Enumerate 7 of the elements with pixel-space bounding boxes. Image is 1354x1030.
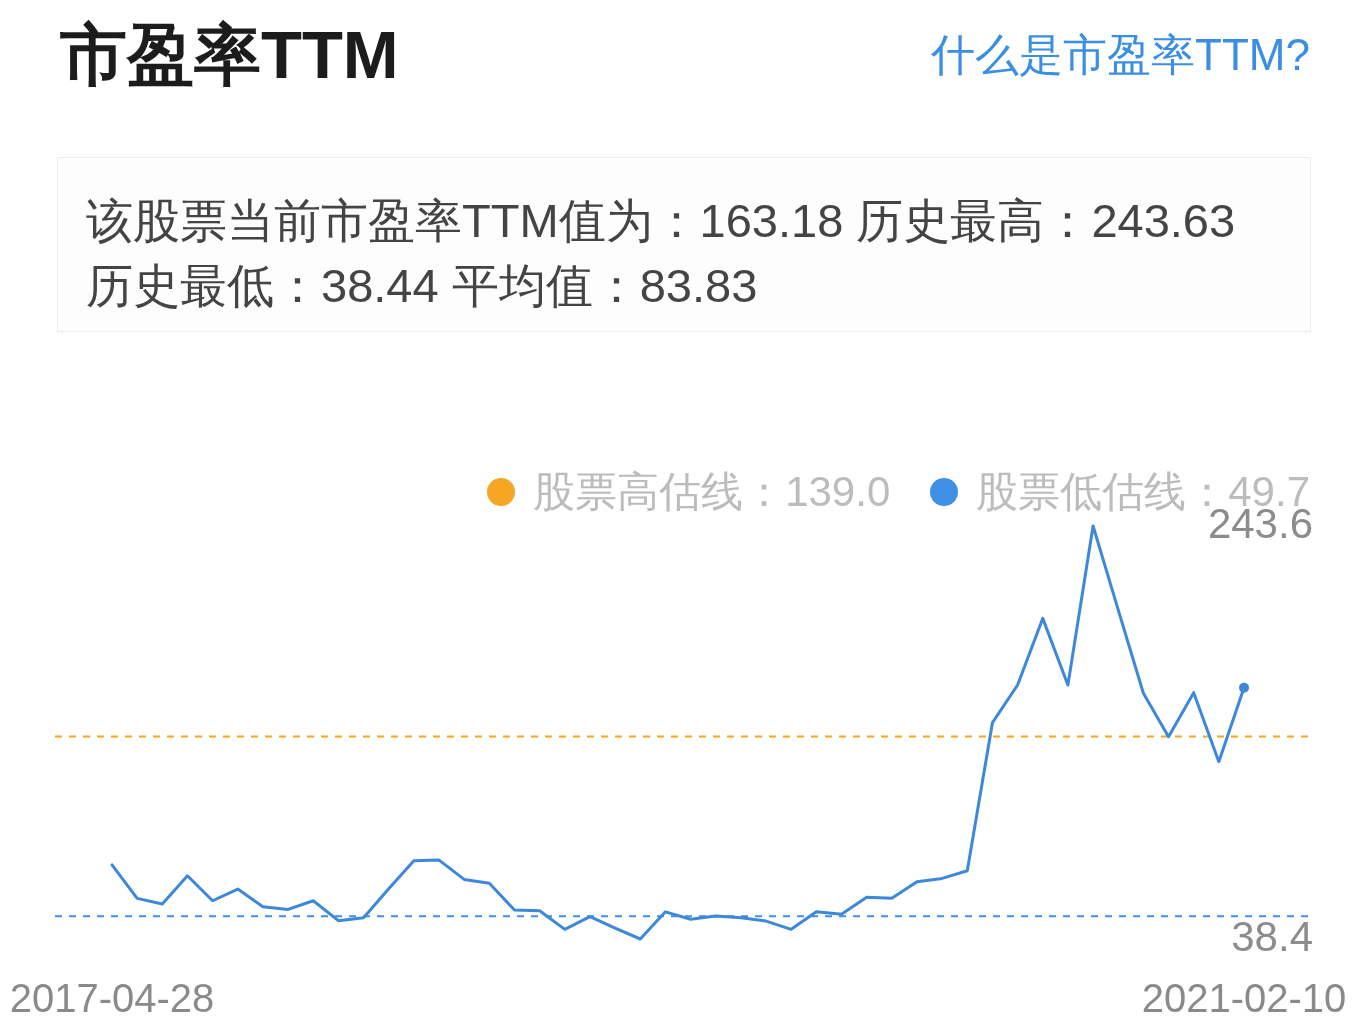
x-tick-label: 2021-02-10: [1141, 976, 1347, 1021]
chart-title: 市盈率TTM: [60, 17, 399, 93]
y-tick-label: 38.4: [1231, 912, 1313, 960]
text: 什么是市盈率TTM?: [931, 29, 1310, 81]
x-tick-label: 2017-04-28: [9, 976, 215, 1021]
legend-label: 股票高估线：139.0: [533, 467, 891, 517]
chart-subtitle: 该股票当前市盈率TTM值为：163.18 历史最高：243.63 历史最低：38.44 平均值：83.83: [57, 157, 1311, 332]
